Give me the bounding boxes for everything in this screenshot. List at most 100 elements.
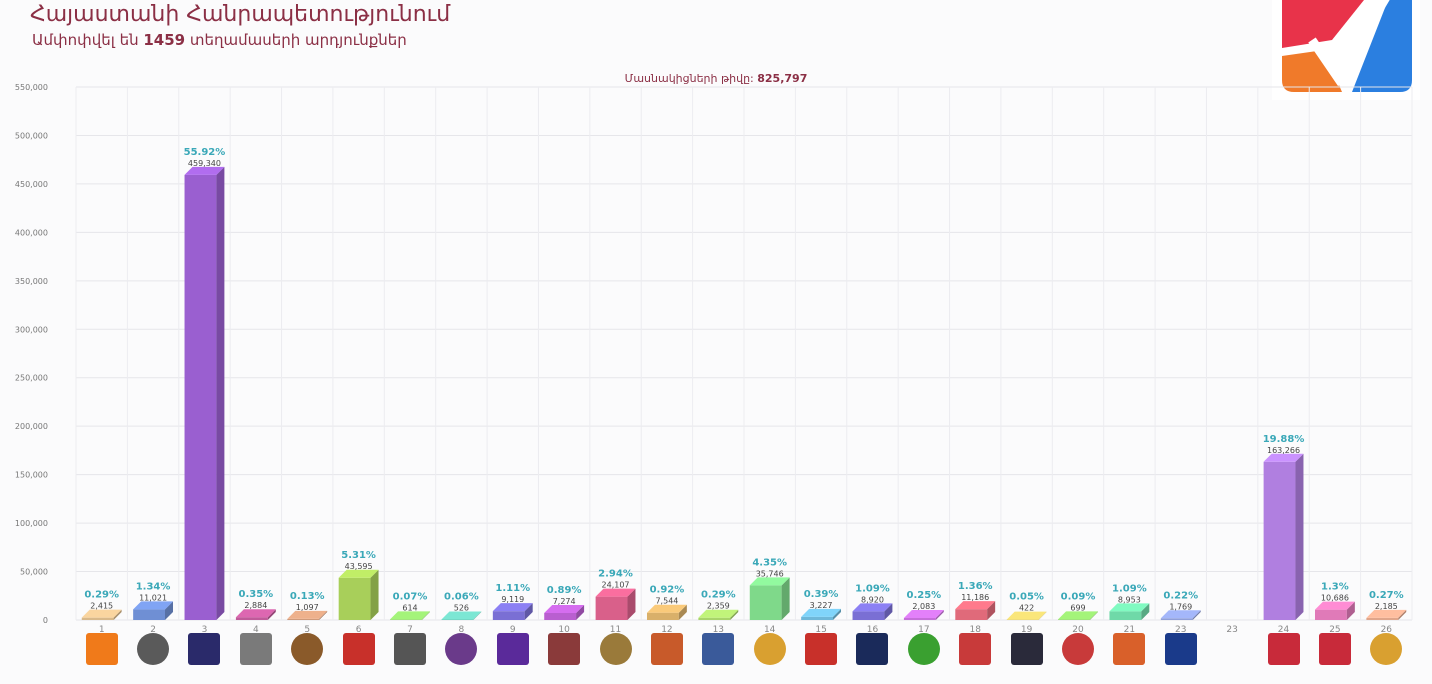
x-tick-label: 3 bbox=[202, 625, 208, 635]
bar bbox=[1314, 609, 1347, 620]
value-label: 422 bbox=[1019, 604, 1034, 613]
x-tick-label: 6 bbox=[356, 625, 362, 635]
x-tick-label: 21 bbox=[1124, 625, 1135, 635]
percent-label: 0.06% bbox=[444, 591, 479, 602]
x-tick-label: 1 bbox=[99, 625, 105, 635]
phoenix-logo-icon bbox=[1113, 633, 1146, 665]
x-tick-label: 4 bbox=[253, 625, 259, 635]
bar-side bbox=[627, 588, 636, 620]
bar-top bbox=[1366, 609, 1407, 618]
bar bbox=[133, 609, 166, 620]
x-tick-label: 10 bbox=[558, 625, 570, 635]
percent-label: 0.05% bbox=[1009, 592, 1044, 603]
value-label: 10,686 bbox=[1321, 594, 1349, 603]
x-tick-label: 25 bbox=[1329, 625, 1340, 635]
flag-logo-icon bbox=[1164, 633, 1197, 665]
value-label: 11,021 bbox=[139, 593, 167, 602]
percent-label: 4.35% bbox=[752, 557, 787, 568]
stripes-logo-icon bbox=[291, 633, 324, 665]
bar-top bbox=[1160, 610, 1201, 619]
script-logo-icon bbox=[394, 633, 426, 665]
percent-label: 0.25% bbox=[906, 590, 941, 601]
bar-top bbox=[801, 608, 842, 617]
percent-label: 0.22% bbox=[1163, 590, 1198, 601]
star-logo-icon bbox=[342, 633, 375, 665]
value-label: 2,185 bbox=[1375, 602, 1398, 611]
orange-square-logo-icon bbox=[85, 633, 118, 665]
value-label: 699 bbox=[1070, 603, 1085, 612]
bar-top bbox=[235, 609, 276, 618]
bar-top bbox=[184, 166, 225, 175]
bar bbox=[184, 174, 217, 620]
bar bbox=[749, 585, 782, 620]
percent-label: 0.92% bbox=[650, 585, 685, 596]
x-tick-label: 14 bbox=[764, 625, 776, 635]
bar bbox=[390, 619, 422, 620]
percent-label: 1.3% bbox=[1321, 582, 1349, 593]
voters-count: Մասնակիցների թիվը: 825,797 bbox=[0, 72, 1432, 85]
bar bbox=[801, 616, 834, 620]
x-tick-label: 18 bbox=[970, 625, 982, 635]
bar-side bbox=[576, 604, 585, 620]
value-label: 1,769 bbox=[1169, 602, 1192, 611]
bar-top bbox=[441, 611, 482, 620]
bar bbox=[287, 618, 320, 620]
bar-side bbox=[421, 611, 430, 620]
percent-label: 0.07% bbox=[393, 591, 428, 602]
value-label: 24,107 bbox=[602, 581, 630, 590]
bar-top bbox=[749, 577, 790, 586]
value-label: 459,340 bbox=[188, 159, 221, 168]
bar-top bbox=[1263, 453, 1304, 462]
x-tick-label: 23 bbox=[1226, 625, 1237, 635]
x-tick-label: 26 bbox=[1381, 625, 1393, 635]
bar bbox=[1263, 461, 1296, 620]
y-tick-label: 550,000 bbox=[15, 83, 48, 92]
bar bbox=[1058, 619, 1090, 620]
bar-top bbox=[698, 609, 739, 618]
bar bbox=[852, 611, 885, 620]
navy-square-logo-icon bbox=[856, 633, 889, 665]
bar-side bbox=[730, 609, 739, 620]
bar bbox=[903, 617, 936, 620]
percent-label: 0.29% bbox=[701, 590, 736, 601]
x-tick-label: 19 bbox=[1021, 625, 1033, 635]
percent-label: 0.35% bbox=[238, 589, 273, 600]
bar bbox=[544, 612, 577, 620]
value-label: 43,595 bbox=[345, 562, 373, 571]
y-tick-label: 200,000 bbox=[15, 422, 48, 431]
bar-side bbox=[935, 609, 944, 620]
bar-top bbox=[338, 569, 379, 578]
purple-square-logo-icon bbox=[496, 633, 529, 665]
bar bbox=[1366, 617, 1399, 620]
bar-side bbox=[1295, 453, 1304, 620]
percent-label: 2.94% bbox=[598, 569, 633, 580]
bar-top bbox=[1006, 611, 1047, 620]
percent-label: 55.92% bbox=[184, 147, 226, 158]
bar-top bbox=[544, 604, 585, 613]
bar-side bbox=[1089, 611, 1098, 620]
percent-label: 0.27% bbox=[1369, 590, 1404, 601]
bar-top bbox=[903, 609, 944, 618]
value-label: 7,274 bbox=[553, 597, 576, 606]
y-tick-label: 450,000 bbox=[15, 180, 48, 189]
dark-square-logo-icon bbox=[1010, 633, 1043, 665]
x-tick-label: 16 bbox=[867, 625, 879, 635]
bar-side bbox=[1192, 610, 1201, 620]
y-tick-label: 300,000 bbox=[15, 325, 48, 334]
bar-top bbox=[646, 604, 687, 613]
y-tick-label: 100,000 bbox=[15, 519, 48, 528]
archer-logo-icon bbox=[1318, 633, 1351, 665]
subtitle-post: տեղամասերի արդյունքներ bbox=[189, 31, 407, 49]
bird-logo-icon bbox=[959, 633, 992, 665]
crest-logo-icon bbox=[239, 633, 272, 665]
bar-top bbox=[1314, 601, 1355, 610]
percent-label: 1.36% bbox=[958, 581, 993, 592]
bar-side bbox=[1141, 603, 1150, 620]
value-label: 614 bbox=[402, 603, 417, 612]
bar bbox=[955, 609, 988, 620]
arch-logo-icon bbox=[1062, 633, 1094, 665]
bar-top bbox=[287, 610, 328, 619]
value-label: 11,186 bbox=[961, 593, 989, 602]
gold-bird-logo-icon bbox=[1370, 633, 1403, 665]
voters-value: 825,797 bbox=[757, 72, 808, 85]
